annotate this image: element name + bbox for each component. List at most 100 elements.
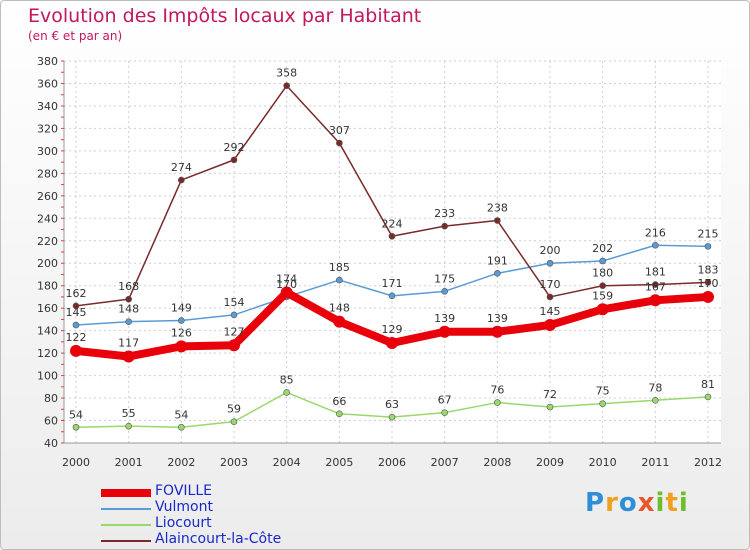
data-label: 66 bbox=[332, 395, 346, 408]
data-point bbox=[652, 241, 659, 249]
data-label: 76 bbox=[490, 384, 504, 397]
data-label: 145 bbox=[540, 305, 561, 318]
data-point bbox=[599, 400, 606, 407]
legend-swatch bbox=[101, 508, 151, 510]
data-point bbox=[230, 418, 238, 425]
legend-label: Liocourt bbox=[155, 515, 212, 531]
y-tick-label: 300 bbox=[37, 145, 58, 158]
y-tick-label: 180 bbox=[37, 280, 58, 293]
data-point bbox=[125, 318, 132, 325]
data-point bbox=[280, 286, 293, 299]
data-point bbox=[652, 397, 659, 404]
x-tick-label: 2007 bbox=[431, 456, 459, 469]
logo-letter: i bbox=[678, 488, 689, 518]
y-tick-label: 200 bbox=[37, 257, 58, 270]
data-label: 126 bbox=[171, 326, 192, 339]
data-point bbox=[230, 311, 238, 319]
data-label: 180 bbox=[592, 267, 613, 280]
data-label: 117 bbox=[118, 336, 139, 349]
data-label: 55 bbox=[122, 407, 136, 420]
data-point bbox=[178, 176, 185, 184]
data-point bbox=[599, 257, 606, 265]
legend-label: Vulmont bbox=[155, 499, 213, 515]
data-label: 139 bbox=[487, 312, 508, 325]
data-label: 148 bbox=[329, 302, 350, 315]
data-label: 67 bbox=[438, 394, 452, 407]
logo-letter: x bbox=[637, 488, 656, 518]
x-tick-label: 2002 bbox=[167, 456, 195, 469]
y-tick-label: 320 bbox=[37, 122, 58, 135]
data-point bbox=[599, 282, 606, 290]
data-label: 233 bbox=[434, 207, 455, 220]
data-point bbox=[544, 319, 556, 332]
legend-label: FOVILLE bbox=[155, 483, 212, 499]
data-label: 75 bbox=[596, 385, 610, 398]
data-label: 85 bbox=[280, 373, 294, 386]
data-point bbox=[228, 339, 240, 352]
data-label: 185 bbox=[329, 261, 350, 274]
data-point bbox=[704, 393, 712, 401]
data-point bbox=[494, 217, 501, 224]
data-label: 122 bbox=[66, 331, 87, 344]
data-point bbox=[122, 350, 135, 363]
data-point bbox=[438, 325, 451, 338]
data-point bbox=[70, 344, 82, 357]
x-tick-label: 2001 bbox=[115, 456, 143, 469]
legend-label: Alaincourt-la-Côte bbox=[155, 531, 282, 547]
data-label: 170 bbox=[540, 278, 561, 291]
data-point bbox=[441, 288, 448, 295]
data-point bbox=[441, 222, 448, 230]
data-label: 129 bbox=[382, 323, 403, 336]
data-label: 81 bbox=[701, 378, 715, 391]
data-point bbox=[72, 321, 80, 329]
data-label: 139 bbox=[434, 312, 455, 325]
data-label: 127 bbox=[224, 325, 245, 338]
legend-swatch bbox=[101, 540, 151, 542]
y-tick-label: 100 bbox=[37, 370, 58, 383]
x-tick-label: 2010 bbox=[589, 456, 617, 469]
x-tick-label: 2011 bbox=[641, 456, 669, 469]
data-point bbox=[546, 259, 554, 267]
data-label: 149 bbox=[171, 302, 192, 315]
data-point bbox=[388, 292, 396, 300]
data-label: 59 bbox=[227, 403, 241, 416]
data-point bbox=[494, 270, 501, 277]
data-point bbox=[386, 337, 398, 350]
data-label: 162 bbox=[66, 287, 87, 300]
data-label: 170 bbox=[276, 278, 297, 291]
x-tick-label: 2006 bbox=[378, 456, 406, 469]
y-tick-label: 160 bbox=[37, 302, 58, 315]
data-point bbox=[283, 389, 290, 396]
data-point bbox=[125, 422, 132, 430]
x-tick-label: 2008 bbox=[483, 456, 511, 469]
data-point bbox=[125, 295, 132, 303]
data-label: 191 bbox=[487, 254, 508, 267]
data-label: 200 bbox=[540, 244, 561, 257]
y-tick-label: 80 bbox=[44, 392, 58, 405]
data-point bbox=[72, 423, 80, 431]
data-point bbox=[283, 82, 290, 90]
data-point bbox=[336, 139, 343, 147]
x-tick-label: 2009 bbox=[536, 456, 564, 469]
x-tick-label: 2003 bbox=[220, 456, 248, 469]
data-point bbox=[546, 293, 554, 301]
data-label: 78 bbox=[648, 381, 662, 394]
logo-letter: r bbox=[605, 488, 619, 518]
data-point bbox=[702, 290, 714, 303]
x-tick-label: 2000 bbox=[62, 456, 90, 469]
y-tick-label: 380 bbox=[37, 55, 58, 68]
y-tick-label: 220 bbox=[37, 235, 58, 248]
data-label: 274 bbox=[171, 161, 192, 174]
x-tick-label: 2012 bbox=[694, 456, 722, 469]
data-label: 168 bbox=[118, 280, 139, 293]
data-point bbox=[546, 403, 554, 411]
data-label: 175 bbox=[434, 272, 455, 285]
data-label: 145 bbox=[66, 306, 87, 319]
data-label: 358 bbox=[276, 67, 297, 80]
data-point bbox=[333, 315, 346, 328]
data-label: 170 bbox=[698, 277, 719, 290]
y-tick-label: 360 bbox=[37, 77, 58, 90]
chart-title: Evolution des Impôts locaux par Habitant bbox=[28, 5, 422, 27]
data-point bbox=[72, 302, 80, 310]
